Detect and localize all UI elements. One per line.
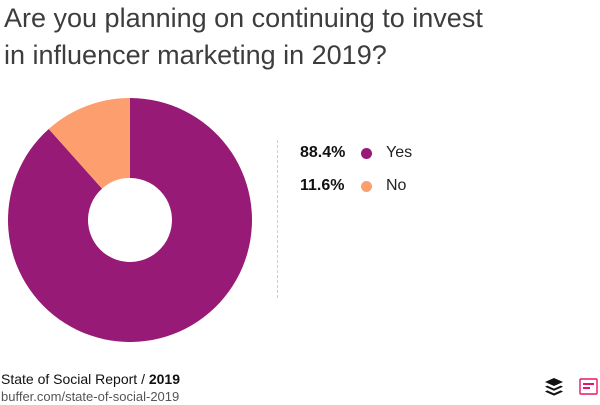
donut-chart bbox=[7, 98, 252, 342]
legend-swatch-no bbox=[361, 180, 372, 192]
legend-label-no: No bbox=[386, 177, 407, 194]
footer: State of Social Report / 2019 buffer.com… bbox=[1, 371, 180, 405]
report-credit: State of Social Report / 2019 bbox=[1, 371, 180, 388]
divider-line bbox=[277, 140, 278, 298]
report-year: 2019 bbox=[148, 371, 181, 387]
legend-item-no: 11.6% No bbox=[300, 174, 412, 198]
donut-slice-no bbox=[48, 98, 130, 189]
legend-percent-yes: 88.4% bbox=[300, 144, 346, 161]
chart-title-line-2: in influencer marketing in 2019? bbox=[4, 40, 387, 70]
legend-item-yes: 88.4% Yes bbox=[300, 141, 412, 165]
legend-swatch-yes bbox=[361, 147, 372, 159]
legend: 88.4% Yes 11.6% No bbox=[300, 141, 412, 207]
legend-percent-no: 11.6% bbox=[300, 177, 345, 194]
report-name: State of Social Report / bbox=[1, 371, 149, 387]
chart-title: Are you planning on continuing to invest… bbox=[4, 0, 564, 74]
donut-slice-yes bbox=[7, 98, 252, 342]
report-url: buffer.com/state-of-social-2019 bbox=[1, 389, 180, 404]
buffer-logo-icon bbox=[545, 378, 563, 396]
chart-title-line-1: Are you planning on continuing to invest bbox=[4, 3, 483, 33]
legend-label-yes: Yes bbox=[386, 144, 413, 161]
ssr-logo-icon bbox=[579, 378, 598, 395]
